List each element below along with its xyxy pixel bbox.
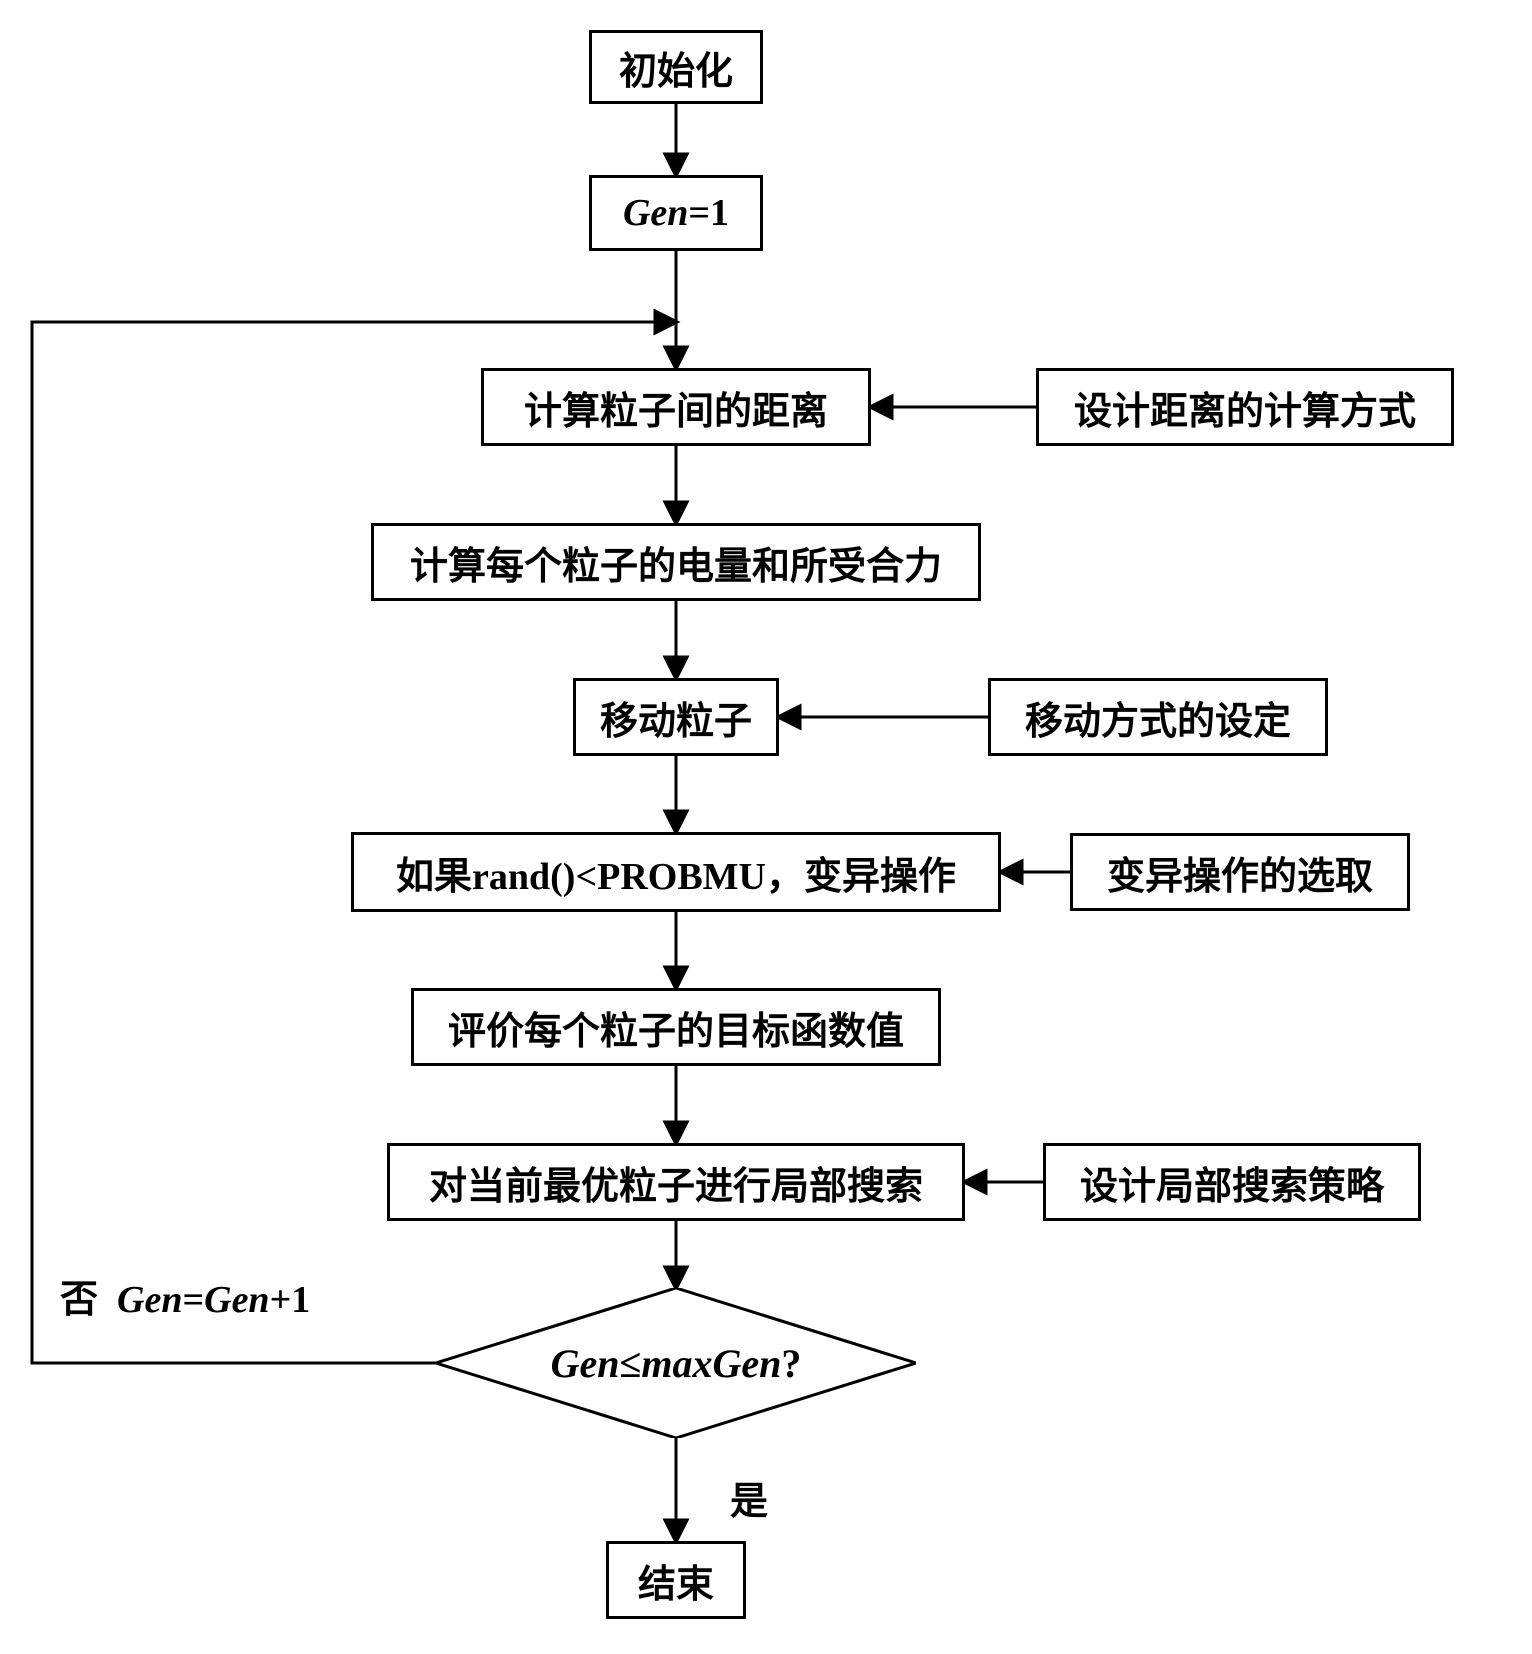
node-move-particle: 移动粒子 bbox=[573, 678, 779, 756]
node-decision-gen: Gen≤maxGen? bbox=[436, 1288, 916, 1438]
node-end: 结束 bbox=[606, 1541, 746, 1619]
node-calc-distance: 计算粒子间的距离 bbox=[481, 368, 871, 446]
side-move-mode: 移动方式的设定 bbox=[988, 678, 1328, 756]
label-no-branch: 否 Gen=Gen+1 bbox=[60, 1268, 310, 1323]
node-gen-init: Gen=1 bbox=[589, 175, 763, 251]
node-evaluate: 评价每个粒子的目标函数值 bbox=[411, 988, 941, 1066]
node-calc-charge-force: 计算每个粒子的电量和所受合力 bbox=[371, 523, 981, 601]
label-yes-branch: 是 bbox=[730, 1470, 768, 1525]
side-local-search-strategy: 设计局部搜索策略 bbox=[1043, 1143, 1421, 1221]
side-design-distance: 设计距离的计算方式 bbox=[1036, 368, 1454, 446]
node-init: 初始化 bbox=[589, 30, 763, 104]
node-local-search: 对当前最优粒子进行局部搜索 bbox=[387, 1143, 965, 1221]
side-mutation-select: 变异操作的选取 bbox=[1070, 833, 1410, 911]
node-mutation: 如果rand()<PROBMU，变异操作 bbox=[351, 832, 1001, 912]
